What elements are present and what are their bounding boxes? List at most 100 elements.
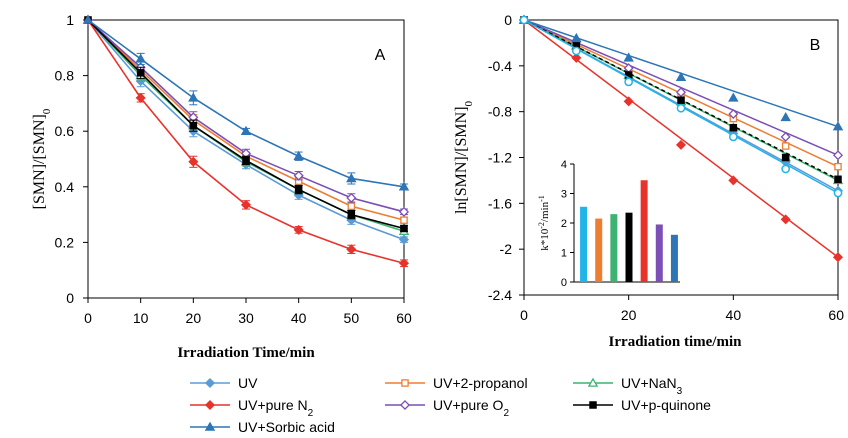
panel-a-x-axis-label: Irradiation Time/min [177,345,315,361]
panel-b-y-tick-label: -2.4 [488,287,512,303]
inset-y-tick-label: 2 [561,218,567,230]
panel-b-x-axis-label: Irradiation time/min [609,334,743,350]
inset-bar-chart: 0 1 2 3 4 k*10-2/min-1 [537,155,687,290]
inset-bar [655,224,663,282]
panel-a-data-point [347,202,356,211]
panel-b-data-point [781,153,790,162]
panel-b-data-point [834,162,842,171]
inset-y-axis-label: k*10-2/min-1 [537,195,552,251]
legend-marker [204,421,216,431]
panel-a-y-axis-label: [SMN]/[SMN]0 [31,108,53,209]
panel-b-data-point [780,131,791,142]
legend-item: UV+Sorbic acid [190,419,335,435]
panel-a-data-point [398,206,410,217]
panel-b-data-point [571,46,581,56]
panel-b-data-point [832,121,844,131]
panel-a-data-point [346,173,357,183]
panel-b-data-point [677,96,685,104]
legend-label: UV [238,375,258,391]
panel-a-data-point [242,156,250,165]
inset-y-tick-label: 3 [561,189,567,201]
panel-a-series-line [87,19,405,230]
panel-b-y-tick-label: -0.8 [488,104,512,120]
panel-a-data-point [135,53,146,63]
panel-b-x-tick-label: 20 [621,307,637,323]
panel-b-data-point [623,52,634,62]
legend-item: UV+NaN3 [573,375,683,397]
legend-marker [204,377,216,389]
legend-item: UV+pure O2 [385,397,509,419]
panel-a-data-point [82,14,94,24]
inset-y-tick-label: 0 [561,277,567,289]
panel-a-x-tick-label: 50 [344,310,360,326]
panel-a-data-point [293,150,304,160]
panel-b-y-tick-label: 0 [504,12,512,28]
panel-a-series-line [87,19,405,265]
panel-b-y-tick-label: -1.2 [488,150,512,166]
inset-bar [610,214,618,282]
legend-item: UV [190,375,258,391]
panel-b-data-point [781,164,791,174]
panel-b-data-point [728,108,739,119]
panel-a-label: A [375,47,386,64]
panel-a-data-point [400,216,408,224]
legend-label: UV+NaN3 [621,375,683,397]
panel-b-data-point [780,214,791,225]
legend: UV UV+2-propanol UV+NaN3 UV+pure N2 UV+pure … [190,375,711,435]
legend-label: UV+pure O2 [433,397,509,419]
panel-b-data-point [729,123,738,132]
panel-b-data-point [728,92,739,102]
panel-b-data-point [832,150,844,161]
panel-b-data-point [675,87,687,98]
panel-b-y-tick-label: -1.6 [488,195,512,211]
panel-b-data-point [834,175,842,184]
panel-b-data-point [519,15,529,25]
panel-b-chart: 0-0.4-0.8-1.2-1.6-2-2.40 20 40 60Irradiatio… [453,12,844,350]
panel-b-data-point [780,111,791,122]
legend-item: UV+2-propanol [385,375,528,391]
legend-marker [589,401,597,409]
panel-a-y-tick-label: 1 [66,12,74,28]
legend-marker [401,379,409,387]
inset-bar [580,206,588,282]
panel-b-y-tick-label: -2 [500,241,513,257]
panel-a-data-point [188,156,199,167]
legend-item: UV+p-quinone [573,397,711,413]
panel-a-data-point [189,121,198,130]
legend-marker [587,377,599,387]
inset-bar [595,218,603,282]
panel-a-data-point [347,210,356,219]
panel-b-x-tick-label: 40 [726,307,742,323]
legend-marker [204,399,216,411]
inset-bar [670,234,678,282]
panel-a-x-tick-label: 20 [186,310,202,326]
panel-a-x-tick-label: 40 [291,310,307,326]
panel-a-data-point [294,185,303,194]
panel-a-data-point [240,125,252,135]
panel-b-data-point [571,52,582,63]
panel-a-y-tick-label: 0.2 [55,234,75,250]
legend-item: UV+pure N2 [190,397,314,419]
legend-label: UV+p-quinone [621,397,711,413]
panel-b-label: B [810,37,821,54]
inset-bar [625,212,633,282]
panel-a-x-tick-label: 60 [396,310,412,326]
panel-a-series-line [87,19,405,213]
legend-label: UV+2-propanol [433,375,528,391]
panel-a-data-point [346,192,357,203]
inset-y-tick-label: 4 [561,159,567,171]
panel-a-data-point [398,258,410,269]
panel-a-data-point [135,92,146,103]
panel-a-data-point [398,234,410,245]
panel-b-data-point [781,142,790,150]
panel-b-data-point [832,252,844,263]
panel-a-data-point [398,181,410,191]
panel-b-data-point [624,77,634,87]
panel-b-y-tick-label: -0.4 [488,58,512,74]
inset-y-tick-label: 1 [561,248,567,260]
panel-a-y-tick-label: 0.6 [55,123,75,139]
panel-b-data-point [728,132,738,142]
panel-b-data-point [675,71,687,82]
